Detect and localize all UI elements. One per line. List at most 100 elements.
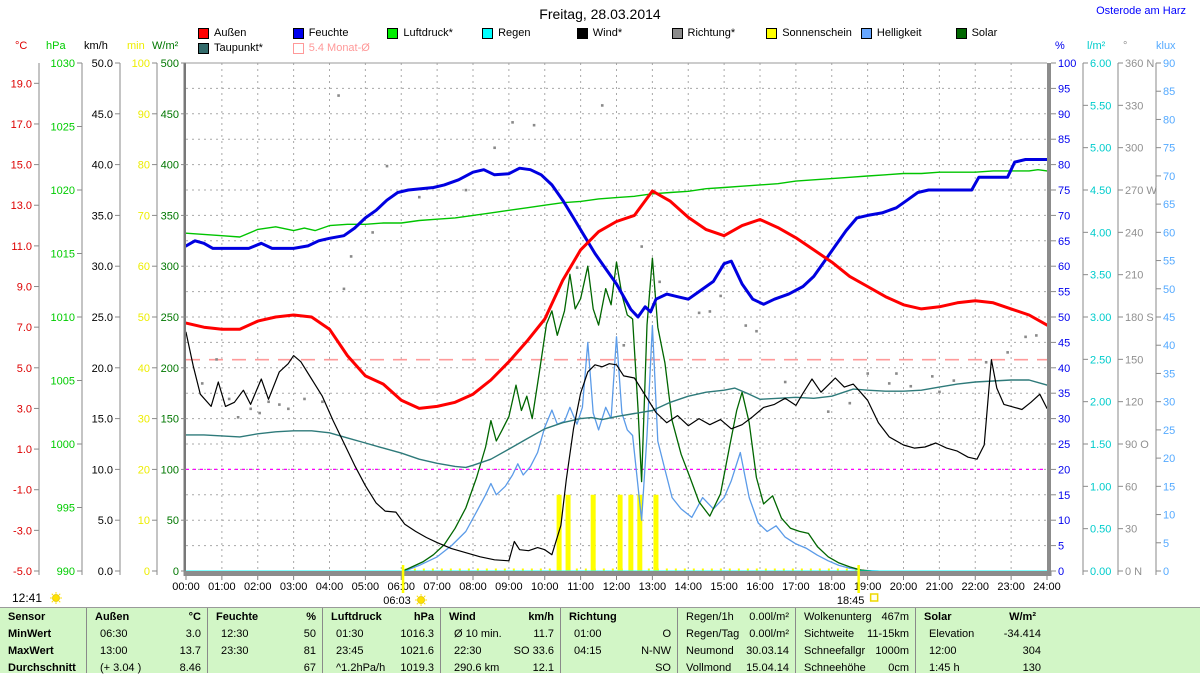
- status-cell-row3: 1:45 h 130: [916, 659, 1047, 676]
- status-cell-row0: Wind km/h: [441, 608, 560, 625]
- svg-text:120: 120: [1125, 397, 1143, 409]
- cell-value: 11.7: [533, 628, 554, 640]
- svg-text:450: 450: [161, 109, 179, 121]
- legend-swatch-taupunkt: [198, 42, 209, 54]
- status-cell-row0: Außen °C: [87, 608, 207, 625]
- status-cell-row3: Schneehöhe 0cm: [796, 659, 915, 676]
- svg-text:19.0: 19.0: [11, 78, 32, 90]
- svg-text:80: 80: [1163, 114, 1175, 126]
- svg-text:0: 0: [1058, 566, 1064, 578]
- cell-value: 30.03.14: [746, 645, 789, 657]
- cell-label: 12:00: [929, 645, 957, 657]
- cell-value: 0cm: [888, 662, 909, 674]
- svg-text:5.0: 5.0: [17, 363, 32, 375]
- cell-value: O: [662, 628, 671, 640]
- svg-text:90 O: 90 O: [1125, 439, 1149, 451]
- svg-text:15: 15: [1163, 481, 1175, 493]
- cell-value: 3.0: [185, 628, 201, 640]
- svg-text:50.0: 50.0: [92, 58, 113, 70]
- svg-text:15:00: 15:00: [710, 581, 738, 593]
- svg-text:60: 60: [1058, 261, 1070, 273]
- svg-text:70: 70: [138, 210, 150, 222]
- axis-header-direction: °: [1123, 40, 1128, 52]
- cell-label: 06:30: [100, 628, 128, 640]
- status-col-feuchte: Feuchte% 12:30 50 23:30 81 67: [207, 608, 322, 674]
- cell-value: 13.7: [179, 645, 201, 657]
- row-header-sensor: Sensor: [0, 608, 86, 625]
- svg-text:95: 95: [1058, 83, 1070, 95]
- legend-item-wind: Wind*: [576, 27, 623, 39]
- cell-label: Schneehöhe: [804, 662, 866, 674]
- label: Sensor: [8, 611, 46, 623]
- cell-label: Vollmond: [686, 662, 732, 674]
- svg-text:4.00: 4.00: [1090, 227, 1111, 239]
- legend-item-richtung: Richtung*: [671, 27, 735, 39]
- status-col-aussen: Außen °C 06:30 3.0 13:00 13.7 (+ 3.04 ) 8.46: [86, 608, 207, 674]
- status-cell-row2: 23:45 1021.6: [323, 642, 440, 659]
- svg-text:12:41: 12:41: [12, 591, 42, 605]
- svg-text:90: 90: [1163, 58, 1175, 70]
- status-table: Sensor MinWert MaxWert Durchschnitt Außen °C 0…: [0, 607, 1200, 676]
- axis-header-pressure: hPa: [46, 40, 66, 52]
- svg-text:0: 0: [144, 566, 150, 578]
- svg-text:19:00: 19:00: [854, 581, 882, 593]
- svg-text:1030: 1030: [51, 58, 75, 70]
- svg-text:75: 75: [1163, 143, 1175, 155]
- svg-text:990: 990: [57, 566, 75, 578]
- svg-text:12:00: 12:00: [603, 581, 631, 593]
- legend-swatch-sonnenschein: [766, 27, 778, 39]
- cell-value: 67: [303, 662, 316, 674]
- svg-text:995: 995: [57, 503, 75, 515]
- cell-value: 1016.3: [400, 628, 434, 640]
- cell-label: 13:00: [100, 645, 128, 657]
- legend: Außen Feuchte Luftdruck* Regen Wind* Richtung…: [0, 0, 1200, 56]
- svg-text:0 N: 0 N: [1125, 566, 1142, 578]
- svg-text:11:00: 11:00: [567, 581, 594, 593]
- svg-text:5: 5: [1058, 541, 1064, 553]
- legend-label: Feuchte: [308, 27, 349, 39]
- status-cell-row1: 01:00 O: [561, 625, 677, 642]
- svg-text:70: 70: [1163, 171, 1175, 183]
- svg-text:14:00: 14:00: [674, 581, 702, 593]
- svg-text:85: 85: [1163, 86, 1175, 98]
- status-col-regen: Regen/1h 0.00l/m² Regen/Tag 0.00l/m² Neumond…: [677, 608, 795, 674]
- svg-text:360 N: 360 N: [1125, 58, 1154, 70]
- svg-text:10: 10: [1163, 510, 1175, 522]
- svg-text:90: 90: [138, 109, 150, 121]
- legend-swatch-5-4-monat: [292, 42, 304, 54]
- svg-text:300: 300: [161, 261, 179, 273]
- axis-temp: 19.0 17.0 15.0 13.0 11.0 9.0 7.0 5.0 3.0 1.0 -1.0 -…: [11, 63, 40, 578]
- svg-text:55: 55: [1163, 256, 1175, 268]
- svg-text:15.0: 15.0: [11, 160, 32, 172]
- svg-text:25.0: 25.0: [92, 312, 113, 324]
- legend-label: Wind*: [592, 27, 623, 39]
- status-row-headers: Sensor MinWert MaxWert Durchschnitt: [0, 608, 86, 674]
- status-cell-row0: Wolkenunterg 467m: [796, 608, 915, 625]
- svg-text:2.50: 2.50: [1090, 354, 1111, 366]
- plot-border-right: [1047, 63, 1051, 576]
- legend-label: Solar: [971, 27, 998, 39]
- row-header-minwert: MinWert: [0, 625, 86, 642]
- legend-swatch-richtung: [671, 27, 683, 39]
- series-feuchte: [184, 158, 1049, 319]
- svg-text:150: 150: [161, 414, 179, 426]
- svg-text:100: 100: [132, 58, 150, 70]
- svg-text:1.0: 1.0: [17, 444, 32, 456]
- svg-text:40: 40: [138, 363, 150, 375]
- svg-text:01:00: 01:00: [208, 581, 236, 593]
- cell-value: 81: [303, 645, 316, 657]
- axis-header-brightness: klux: [1156, 40, 1176, 52]
- cell-label: Schneefallgr: [804, 645, 866, 657]
- cell-value: 12.1: [532, 662, 554, 674]
- legend-swatch-regen: [482, 27, 494, 39]
- svg-text:200: 200: [161, 363, 179, 375]
- cell-value: 1019.3: [400, 662, 434, 674]
- series-luftdruck: [185, 168, 1048, 238]
- svg-text:35: 35: [1163, 368, 1175, 380]
- svg-text:1.50: 1.50: [1090, 439, 1111, 451]
- cell-value: hPa: [413, 611, 434, 623]
- axis-pressure: 1030 1025 1020 1015 1010 1005 1000 995 990: [51, 58, 83, 578]
- axis-header-temp: °C: [15, 40, 28, 52]
- svg-text:180 S: 180 S: [1125, 312, 1154, 324]
